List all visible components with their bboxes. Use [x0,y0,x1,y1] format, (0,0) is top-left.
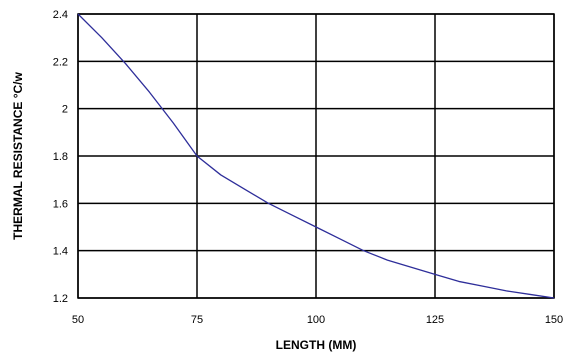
y-tick-label: 1.8 [53,151,68,163]
x-tick-label: 50 [72,314,84,326]
y-axis-title: THERMAL RESISTANCE °C/w [11,71,25,239]
plot-area-frame [77,13,555,299]
x-tick-label: 125 [426,314,444,326]
x-tick-label: 100 [307,314,325,326]
x-tick-label: 75 [191,314,203,326]
y-tick-label: 2 [62,104,68,116]
series-layer [77,13,555,299]
y-tick-label: 1.6 [53,198,68,210]
y-tick-label: 1.2 [53,293,68,305]
y-tick-label: 2.4 [53,9,68,21]
y-tick-labels: 1.2 1.4 1.6 1.8 2 2.2 2.4 [53,9,68,305]
grid [77,13,555,299]
x-tick-labels: 50 75 100 125 150 [72,314,563,326]
x-tick-label: 150 [545,314,563,326]
y-tick-label: 1.4 [53,246,68,258]
x-axis-title: LENGTH (MM) [276,338,357,352]
series-line [77,13,555,299]
y-tick-label: 2.2 [53,56,68,68]
